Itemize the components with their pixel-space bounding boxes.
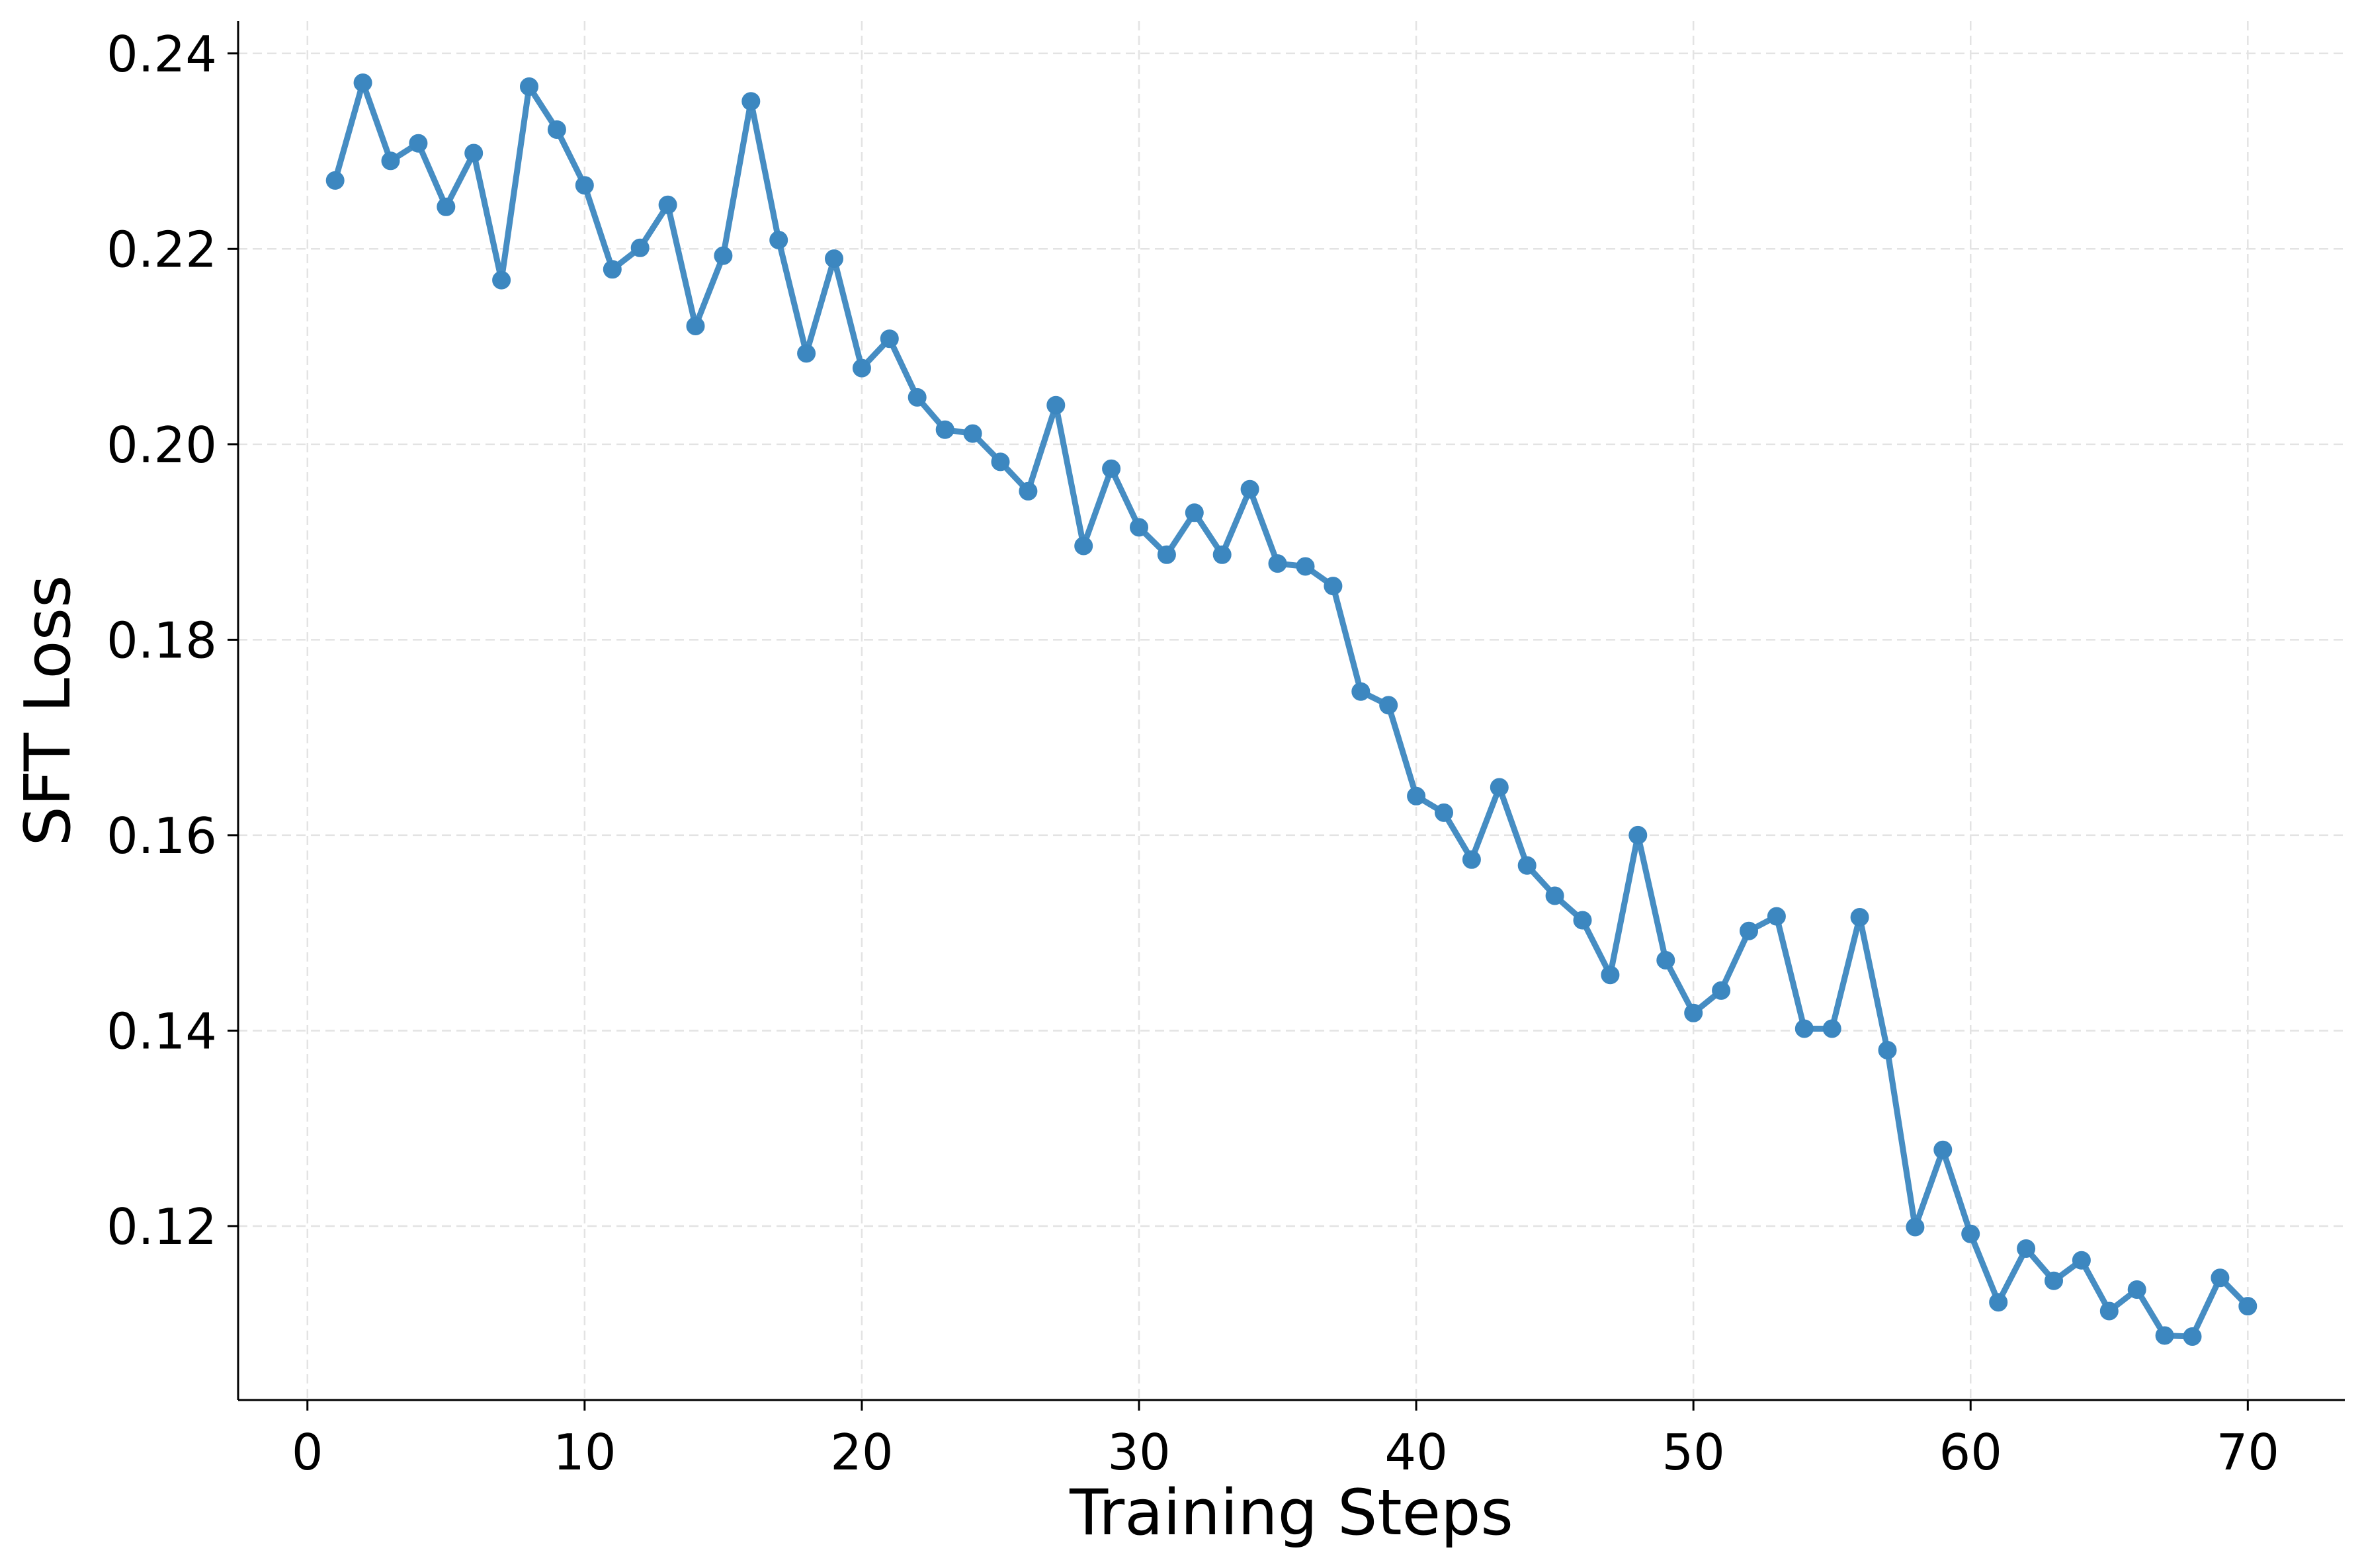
data-point [1573,911,1592,930]
x-tick-label: 40 [1384,1423,1447,1481]
x-axis-title: Training Steps [1069,1477,1513,1549]
data-point [2211,1268,2230,1288]
data-point [1019,481,1038,501]
y-tick-label: 0.22 [106,220,217,278]
data-point [2017,1239,2036,1258]
x-tick-label: 30 [1107,1423,1170,1481]
data-point [658,195,677,214]
data-point [1794,1019,1814,1038]
data-point [2045,1271,2063,1290]
data-point [520,77,538,96]
data-point [353,73,372,93]
data-point [991,452,1010,472]
data-point [1545,886,1564,905]
data-point [492,270,511,290]
data-point [437,197,456,216]
data-point [1712,981,1731,1000]
data-point [686,317,705,335]
data-point [935,420,954,439]
data-point [1767,907,1786,926]
data-point [1074,536,1093,556]
data-point [547,120,566,139]
data-point [880,329,899,349]
data-point [1212,545,1232,564]
data-point [2183,1327,2202,1346]
data-point [1296,557,1315,576]
data-point [1046,395,1066,415]
y-tick-label: 0.14 [106,1002,217,1060]
data-point [1407,786,1426,805]
data-point [1268,554,1287,573]
data-point [2072,1251,2091,1270]
data-point [603,260,622,279]
x-tick-label: 0 [292,1423,323,1481]
series-line [332,79,2251,1340]
data-point [1684,1003,1703,1022]
data-point [409,134,428,153]
data-point [1933,1140,1953,1159]
series-layer [325,73,2258,1346]
data-point [1740,921,1758,940]
x-tick-label: 10 [553,1423,616,1481]
data-point [714,246,733,265]
y-axis-title: SFT Loss [12,575,85,846]
x-tick-label: 50 [1662,1423,1724,1481]
x-tick-label: 70 [2216,1423,2279,1481]
y-tick-label: 0.12 [106,1198,217,1256]
data-point [1462,850,1481,869]
x-tick-label: 20 [830,1423,893,1481]
data-point [1351,682,1371,701]
x-axis-ticks: 0 10 20 30 40 50 60 70 [292,1400,2279,1481]
y-tick-label: 0.16 [106,807,217,865]
data-point [2238,1297,2258,1316]
data-point [1435,803,1453,822]
data-point [1601,966,1620,985]
data-point [1961,1224,1980,1243]
data-point [325,171,345,190]
data-point [1989,1293,2008,1312]
data-point [2099,1301,2119,1321]
data-point [1878,1041,1897,1059]
y-tick-label: 0.20 [106,416,217,474]
data-point [825,249,843,268]
y-tick-label: 0.24 [106,25,217,83]
data-point [2155,1326,2174,1345]
data-point [852,358,871,378]
data-point [381,151,400,171]
data-point [1185,503,1204,522]
data-point [1906,1217,1925,1237]
data-point [1490,778,1509,797]
data-point [1822,1019,1841,1038]
data-point [630,238,650,257]
y-tick-label: 0.18 [106,611,217,669]
data-point [1628,825,1648,845]
data-point [1157,545,1176,564]
data-point [575,176,594,195]
data-point [1850,908,1869,927]
y-axis-ticks: 0.12 0.14 0.16 0.18 0.20 0.22 0.24 [106,25,238,1256]
data-point [908,388,927,407]
grid-lines [238,21,2345,1400]
data-point [464,144,484,163]
data-point [1379,696,1398,715]
data-point [1324,577,1343,596]
data-point [2127,1280,2146,1299]
data-point [1656,951,1675,970]
data-point [769,231,788,249]
data-point [1240,479,1259,499]
data-point [797,344,816,363]
data-point [963,424,982,443]
data-point [741,92,761,111]
data-point [1102,459,1121,478]
data-point [1130,518,1148,537]
data-point [1517,856,1537,875]
x-tick-label: 60 [1939,1423,2002,1481]
